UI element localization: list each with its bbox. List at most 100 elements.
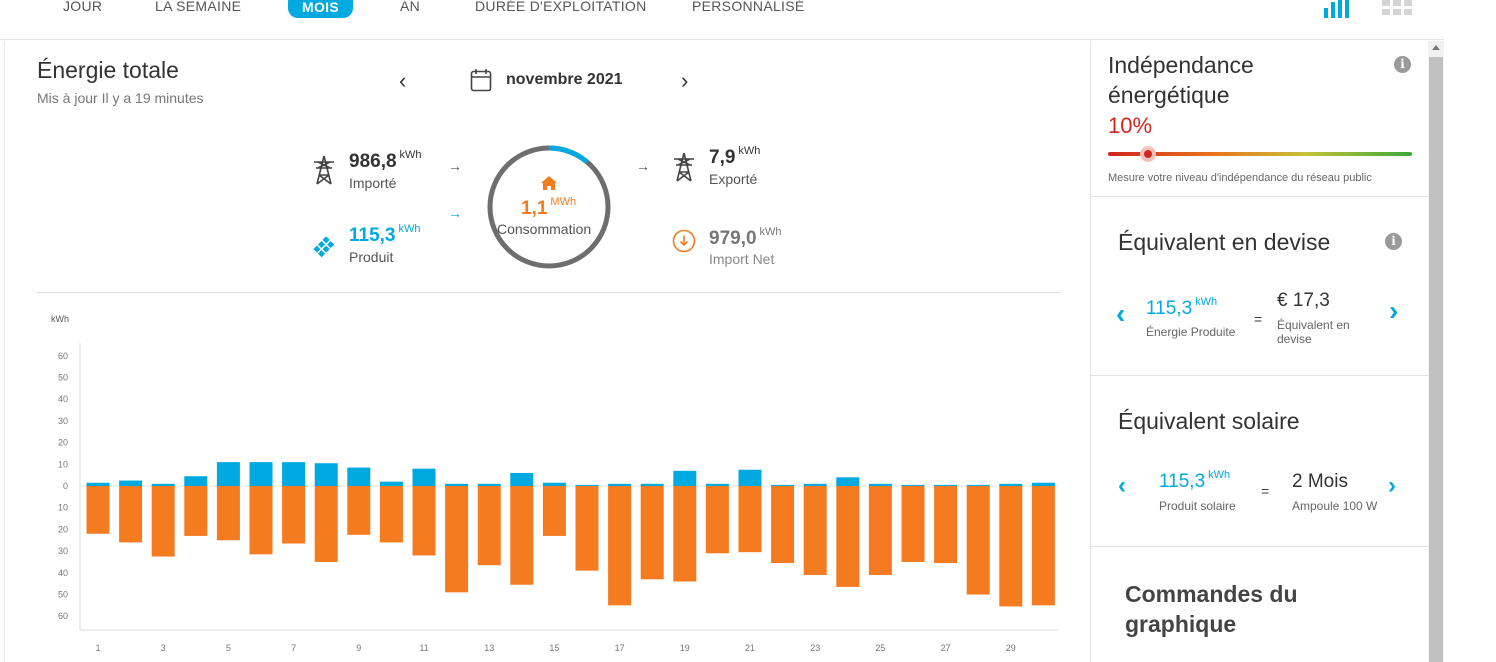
y-tick-label: 60 [58,611,68,621]
x-tick-label: 3 [161,643,166,653]
x-tick-label: 13 [484,643,494,653]
currency-title: Équivalent en devise [1118,229,1331,255]
consumption-bar [934,486,958,564]
currency-prev-button[interactable]: ‹ [1116,298,1126,329]
consumption-bar [412,486,436,556]
section-divider [37,292,1061,293]
last-updated-text: Mis à jour Il y a 19 minutes [37,90,204,106]
currency-money-label: Équivalent en devise [1277,318,1350,346]
net-import-unit: kWh [759,226,782,238]
side-panel-scrollbar[interactable] [1428,41,1444,662]
calendar-icon[interactable] [470,68,492,92]
independence-card: Indépendance énergétique i 10% Mesure vo… [1091,41,1429,197]
independence-title: Indépendance énergétique [1108,50,1254,110]
independence-title-line1: Indépendance [1108,52,1254,78]
period-label[interactable]: novembre 2021 [506,71,623,88]
scroll-thumb[interactable] [1429,57,1443,662]
grid-view-icon[interactable] [1382,0,1412,18]
consumption-bar [705,486,729,554]
export-flow-arrow: → [636,158,650,174]
exported-value: 7,9 kWh [709,145,761,169]
tab-mois[interactable]: MOIS [288,0,353,18]
produced-bar [836,477,860,486]
tab-an[interactable]: AN [400,0,421,14]
y-tick-label: 20 [58,524,68,534]
x-tick-label: 9 [356,643,361,653]
y-tick-label: 0 [63,481,68,491]
produced-bar [119,480,143,486]
produced-bar [608,483,632,486]
solar-prev-button[interactable]: ‹ [1118,472,1126,499]
currency-energy-value: 115,3 kWh [1146,296,1217,320]
imported-value: 986,8 kWh [349,149,422,173]
previous-period-button[interactable]: ‹ [399,68,407,93]
produced-bar [640,483,664,486]
produced-bar [510,472,534,486]
consumption-bar [542,486,566,536]
x-tick-label: 29 [1006,643,1016,653]
net-import-icon [672,229,696,253]
produced-bar [673,470,697,486]
x-tick-label: 23 [810,643,820,653]
currency-energy-number: 115,3 [1146,298,1193,319]
solar-next-button[interactable]: › [1388,472,1396,499]
tab-durée-d-exploitation[interactable]: DURÉE D'EXPLOITATION [475,0,647,14]
produced-bar [314,463,338,486]
produced-bar [477,483,501,486]
produced-bar [216,462,240,486]
currency-equivalent-card: Équivalent en devise i ‹ 115,3 kWh Énergi… [1091,197,1429,376]
y-tick-label: 40 [58,568,68,578]
produced-bar [575,484,599,486]
produced-bar [901,484,925,486]
independence-title-line2: énergétique [1108,82,1230,108]
tab-la-semaine[interactable]: LA SEMAINE [155,0,242,14]
solar-panel-icon [313,236,335,258]
x-tick-label: 15 [549,643,559,653]
consumption-bar [640,486,664,580]
produced-bar [1031,482,1055,486]
currency-energy-label: Énergie Produite [1146,325,1236,339]
produced-bar [347,467,371,486]
bar-chart-view-icon[interactable] [1323,0,1351,18]
y-tick-label: 40 [58,394,68,404]
produced-bar [705,483,729,486]
produced-bar [738,469,762,486]
next-period-button[interactable]: › [681,68,689,93]
currency-money-label-line1: Équivalent en [1277,318,1350,332]
solar-result-label: Ampoule 100 W [1292,499,1378,513]
consumption-bar [510,486,534,585]
scroll-up-icon[interactable] [1432,45,1440,50]
produced-label: Produit [349,249,394,265]
produced-bar [282,462,306,486]
y-tick-label: 30 [58,416,68,426]
produced-bar [379,481,403,486]
x-tick-label: 21 [745,643,755,653]
consumption-bar [836,486,860,587]
tab-jour[interactable]: JOUR [63,0,103,14]
net-import-number: 979,0 [709,228,757,249]
consumption-bar [1031,486,1055,606]
x-tick-label: 27 [941,643,951,653]
info-icon[interactable]: i [1394,56,1411,73]
exported-number: 7,9 [709,147,736,168]
tab-personnalisé[interactable]: PERSONNALISÉ [692,0,805,14]
consumption-bar [477,486,501,566]
independence-description: Mesure votre niveau d'indépendance du ré… [1108,172,1372,184]
x-tick-label: 25 [875,643,885,653]
x-tick-label: 5 [226,643,231,653]
exported-label: Exporté [709,171,758,187]
consumption-number: 1,1 [521,198,548,219]
consumption-bar [868,486,892,575]
produced-bar [999,483,1023,486]
consumption-bar [901,486,925,562]
produced-bar [249,462,273,486]
y-axis-label: kWh [51,314,69,324]
exported-unit: kWh [738,145,761,157]
consumption-bar [445,486,469,593]
currency-next-button[interactable]: › [1389,295,1399,326]
imported-label: Importé [349,175,397,191]
info-icon[interactable]: i [1385,233,1402,250]
consumption-bar [738,486,762,553]
consumption-bar [379,486,403,543]
side-panel: Indépendance énergétique i 10% Mesure vo… [1090,41,1429,662]
